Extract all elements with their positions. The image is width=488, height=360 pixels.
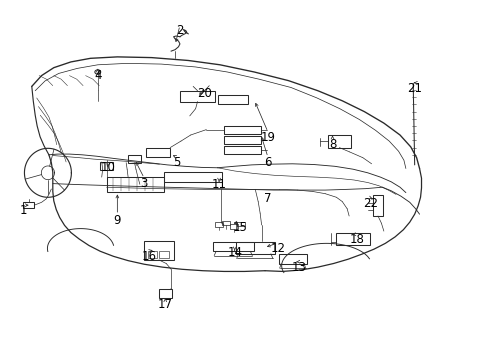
Bar: [212, 242, 254, 251]
Text: 13: 13: [291, 261, 306, 274]
Text: 11: 11: [211, 178, 226, 191]
Bar: [336, 233, 369, 245]
Bar: [237, 222, 244, 226]
Text: 1: 1: [20, 204, 27, 217]
Bar: [222, 221, 230, 225]
Text: 21: 21: [407, 82, 421, 95]
Bar: [144, 241, 173, 260]
Text: 14: 14: [227, 246, 242, 259]
Text: 8: 8: [328, 138, 336, 151]
Text: 5: 5: [173, 156, 181, 169]
Text: 19: 19: [260, 131, 275, 144]
Bar: [159, 289, 171, 298]
Bar: [224, 126, 260, 134]
Text: 17: 17: [158, 298, 172, 311]
Bar: [145, 148, 170, 157]
Text: 10: 10: [101, 161, 116, 174]
Bar: [163, 172, 221, 182]
Bar: [215, 222, 223, 227]
Text: 12: 12: [270, 242, 285, 255]
Text: 15: 15: [232, 221, 246, 234]
Bar: [278, 254, 306, 264]
Bar: [106, 177, 164, 192]
Text: 16: 16: [142, 250, 156, 263]
Text: 7: 7: [264, 192, 271, 205]
Text: 20: 20: [197, 87, 211, 100]
Text: 18: 18: [349, 233, 364, 246]
Bar: [23, 202, 34, 208]
Bar: [159, 251, 169, 258]
Bar: [217, 95, 247, 104]
Bar: [327, 135, 350, 148]
Text: 9: 9: [113, 214, 121, 227]
Bar: [224, 146, 260, 154]
Bar: [128, 155, 141, 163]
Bar: [229, 224, 237, 229]
Bar: [235, 242, 274, 254]
Text: 2: 2: [176, 24, 183, 37]
Bar: [100, 162, 113, 170]
Bar: [147, 251, 157, 258]
Bar: [180, 91, 215, 102]
Bar: [224, 136, 260, 144]
Bar: [372, 195, 383, 216]
Text: 22: 22: [363, 197, 377, 210]
Text: 3: 3: [140, 177, 148, 190]
Text: 4: 4: [94, 69, 102, 82]
Text: 6: 6: [264, 156, 271, 169]
